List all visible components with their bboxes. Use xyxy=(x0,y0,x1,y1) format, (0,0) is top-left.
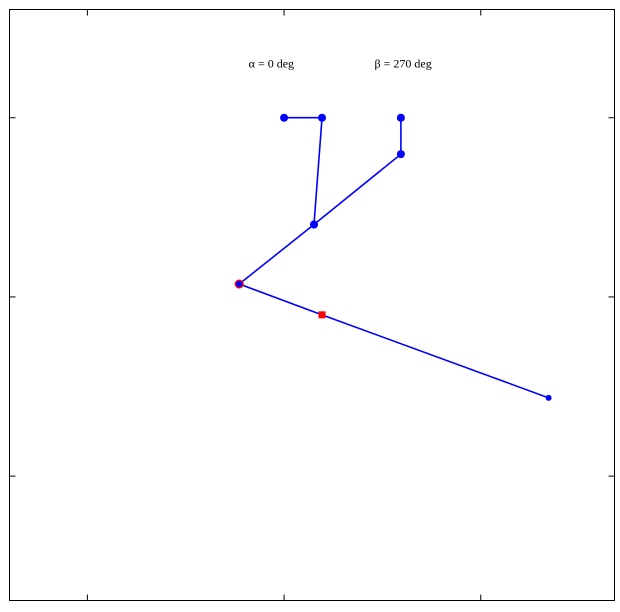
axes-box xyxy=(9,9,615,601)
link-line-1 xyxy=(238,117,402,285)
red-square-point xyxy=(318,311,326,319)
joint-point xyxy=(318,113,327,122)
end-point xyxy=(545,394,552,401)
joint-point xyxy=(396,113,405,122)
joint-point xyxy=(396,150,405,159)
beta-label: β = 270 deg xyxy=(375,57,432,71)
joint-point xyxy=(280,113,289,122)
joint-point xyxy=(309,220,318,229)
alpha-label: α = 0 deg xyxy=(249,57,294,71)
joint-point xyxy=(236,280,243,288)
